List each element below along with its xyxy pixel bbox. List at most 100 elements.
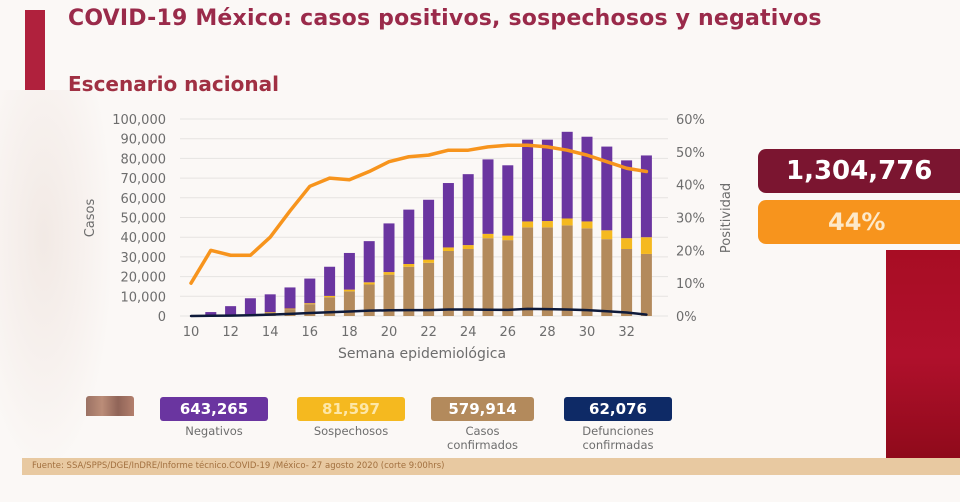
bar-casos-confirmados (482, 238, 494, 316)
x-tick-label: 24 (460, 325, 477, 340)
bar-casos-confirmados (640, 253, 652, 316)
bar-sospechosos (621, 238, 633, 250)
bar-casos-confirmados (284, 309, 296, 316)
stat-label: Casos confirmados (447, 424, 518, 452)
y-tick-label: 70,000 (121, 172, 167, 187)
stat-value: 579,914 (431, 397, 534, 421)
stat-sospechosos: 81,597 Sospechosos (297, 397, 405, 438)
bar-negativos (482, 159, 494, 234)
x-tick-label: 18 (341, 325, 358, 340)
x-tick-label: 14 (262, 325, 279, 340)
bar-sospechosos (403, 263, 415, 267)
stat-value: 643,265 (160, 397, 268, 421)
bar-negativos (561, 131, 573, 219)
bar-sospechosos (442, 247, 454, 251)
y-axis-title: Casos (83, 199, 98, 238)
page-subtitle: Escenario nacional (68, 72, 279, 96)
x-axis-ticks: 10 12 14 16 18 20 22 24 26 28 30 32 (183, 325, 635, 340)
x-tick-label: 30 (579, 325, 596, 340)
bar-casos-confirmados (423, 262, 435, 316)
bar-sospechosos (561, 218, 573, 226)
total-tests-kpi: 1,304,776 (758, 149, 960, 193)
bar-sospechosos (640, 237, 652, 254)
bar-negativos (244, 298, 256, 315)
bar-sospechosos (383, 272, 395, 275)
y-tick-label: 10,000 (121, 290, 167, 305)
bar-negativos (304, 278, 316, 304)
bar-negativos (403, 209, 415, 264)
bar-sospechosos (522, 221, 534, 228)
bar-sospechosos (581, 221, 593, 229)
x-tick-label: 20 (381, 325, 398, 340)
bar-casos-confirmados (522, 227, 534, 316)
bar-negativos (363, 241, 375, 283)
stat-label: Defunciones confirmadas (582, 424, 654, 452)
bar-negativos (205, 312, 217, 316)
bar-casos-confirmados (324, 297, 336, 316)
stat-confirmados: 579,914 Casos confirmados (431, 397, 534, 452)
video-speaker-panel (886, 250, 960, 462)
bar-casos-confirmados (621, 249, 633, 316)
bar-casos-confirmados (363, 284, 375, 316)
bar-negativos (621, 160, 633, 239)
bar-negativos (442, 183, 454, 248)
stat-value: 62,076 (564, 397, 672, 421)
stat-negativos: 643,265 Negativos (160, 397, 268, 438)
x-tick-label: 12 (222, 325, 239, 340)
y2-tick-label: 20% (676, 244, 705, 259)
bar-negativos (383, 223, 395, 273)
y-tick-label: 90,000 (121, 133, 167, 148)
stat-label: Negativos (185, 424, 243, 438)
chart-lines (189, 143, 649, 318)
bar-casos-confirmados (502, 240, 514, 316)
bar-casos-confirmados (581, 228, 593, 316)
positivity-kpi: 44% (758, 200, 960, 244)
line-positividad (189, 143, 649, 285)
source-footer: Fuente: SSA/SPPS/DGE/InDRE/Informe técni… (22, 458, 960, 475)
bar-sospechosos (423, 259, 435, 263)
bar-casos-confirmados (343, 291, 355, 316)
bar-casos-confirmados (601, 239, 613, 316)
y-tick-label: 20,000 (121, 271, 167, 286)
bar-casos-confirmados (462, 249, 474, 316)
stat-label: Sospechosos (313, 424, 389, 438)
bar-sospechosos (601, 230, 613, 240)
x-tick-label: 16 (302, 325, 319, 340)
x-tick-label: 28 (539, 325, 556, 340)
bar-negativos (502, 165, 514, 236)
line-defunciones (189, 307, 648, 318)
government-emblem-icon (86, 396, 134, 416)
bar-negativos (581, 136, 593, 222)
y2-axis-title: Positividad (719, 183, 734, 253)
y-axis-ticks: 0 10,000 20,000 30,000 40,000 50,000 60,000 70,… (112, 113, 166, 325)
bar-negativos (225, 306, 237, 315)
bar-casos-confirmados (403, 266, 415, 316)
chart-bars (205, 131, 652, 316)
y-tick-label: 80,000 (121, 152, 167, 167)
y2-tick-label: 0% (676, 310, 697, 325)
bar-sospechosos (284, 308, 296, 310)
bar-sospechosos (343, 289, 355, 292)
bar-negativos (324, 266, 336, 296)
x-tick-label: 22 (420, 325, 437, 340)
x-axis-title: Semana epidemiológica (338, 346, 506, 362)
bar-sospechosos (541, 221, 553, 228)
bar-negativos (343, 252, 355, 290)
stat-value: 81,597 (297, 397, 405, 421)
y-tick-label: 0 (158, 310, 166, 325)
y-tick-label: 50,000 (121, 212, 167, 227)
cases-positivity-chart: 0 10,000 20,000 30,000 40,000 50,000 60,000 70,… (83, 113, 734, 362)
bar-sospechosos (324, 295, 336, 298)
y2-axis-ticks: 0% 10% 20% 30% 40% 50% 60% (676, 113, 705, 325)
bar-casos-confirmados (561, 225, 573, 316)
bar-casos-confirmados (304, 304, 316, 316)
stat-defunciones: 62,076 Defunciones confirmadas (564, 397, 672, 452)
bar-sospechosos (462, 245, 474, 250)
bar-sospechosos (363, 282, 375, 285)
y-tick-label: 100,000 (112, 113, 166, 128)
y-tick-label: 60,000 (121, 192, 167, 207)
bar-sospechosos (304, 303, 316, 305)
y2-tick-label: 50% (676, 146, 705, 161)
y2-tick-label: 40% (676, 179, 705, 194)
bar-negativos (640, 155, 652, 238)
